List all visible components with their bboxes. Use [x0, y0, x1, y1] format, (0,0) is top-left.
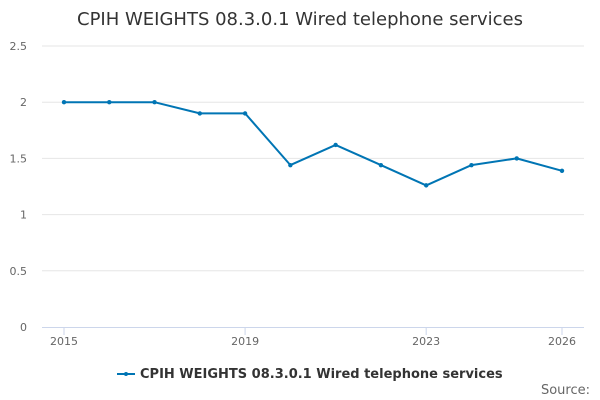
y-tick-label: 2	[20, 96, 27, 109]
data-point[interactable]	[469, 162, 474, 168]
data-point[interactable]	[559, 168, 565, 173]
legend-marker-icon	[124, 372, 128, 376]
y-tick-label: 0.5	[10, 265, 28, 278]
y-tick-label: 1.5	[10, 152, 28, 165]
data-point[interactable]	[333, 142, 338, 148]
series-line	[63, 101, 563, 187]
y-tick-label: 2.5	[10, 40, 28, 53]
data-point[interactable]	[514, 156, 519, 161]
axis-layer: 0 0.5 1 1.5 2 2.5 2015 2019 2023 2026	[10, 40, 584, 348]
legend-label[interactable]: CPIH WEIGHTS 08.3.0.1 Wired telephone se…	[140, 367, 503, 382]
data-point[interactable]	[152, 100, 157, 105]
data-point[interactable]	[61, 100, 67, 105]
x-tick-label: 2026	[548, 335, 576, 348]
credits[interactable]: Source:	[541, 383, 590, 398]
data-point[interactable]	[242, 111, 248, 116]
grid-layer	[42, 45, 584, 272]
legend[interactable]: CPIH WEIGHTS 08.3.0.1 Wired telephone se…	[117, 367, 503, 382]
data-point[interactable]	[423, 183, 429, 188]
x-tick-label: 2019	[231, 335, 259, 348]
y-tick-label: 1	[20, 209, 27, 222]
data-point[interactable]	[378, 162, 384, 168]
x-tick-label: 2015	[50, 335, 78, 348]
series-layer	[61, 100, 565, 188]
data-point[interactable]	[107, 100, 112, 105]
data-point[interactable]	[197, 111, 203, 116]
chart-title: CPIH WEIGHTS 08.3.0.1 Wired telephone se…	[77, 9, 523, 30]
y-tick-label: 0	[20, 321, 27, 334]
data-point[interactable]	[288, 162, 293, 168]
x-tick-label: 2023	[412, 335, 440, 348]
